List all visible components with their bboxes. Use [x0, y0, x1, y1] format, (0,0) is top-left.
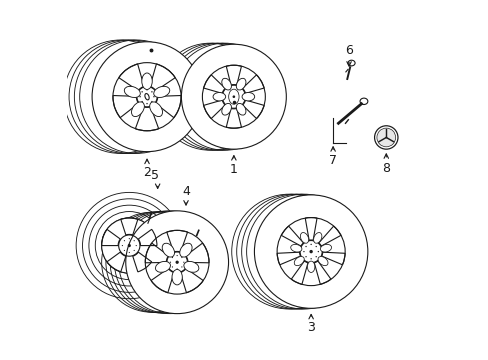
Circle shape — [141, 101, 142, 102]
Ellipse shape — [149, 102, 162, 117]
Ellipse shape — [213, 93, 225, 101]
Ellipse shape — [142, 73, 152, 90]
Circle shape — [127, 244, 131, 247]
Circle shape — [175, 261, 179, 264]
Circle shape — [254, 195, 367, 308]
Circle shape — [133, 250, 135, 251]
Circle shape — [102, 218, 157, 273]
Ellipse shape — [155, 261, 170, 272]
Circle shape — [146, 89, 147, 90]
Circle shape — [139, 96, 141, 98]
Circle shape — [317, 251, 318, 252]
Circle shape — [309, 250, 312, 253]
Circle shape — [305, 256, 306, 257]
Ellipse shape — [124, 86, 140, 98]
Ellipse shape — [131, 102, 144, 117]
Circle shape — [146, 103, 147, 104]
Text: 8: 8 — [382, 162, 389, 175]
Ellipse shape — [307, 261, 314, 273]
Ellipse shape — [317, 257, 327, 266]
Ellipse shape — [180, 243, 192, 257]
Text: 2: 2 — [143, 166, 151, 179]
Ellipse shape — [236, 103, 245, 115]
Ellipse shape — [183, 261, 199, 272]
Circle shape — [303, 251, 304, 252]
Ellipse shape — [290, 244, 301, 252]
Circle shape — [181, 257, 182, 258]
Ellipse shape — [153, 86, 169, 98]
Ellipse shape — [222, 78, 231, 90]
Circle shape — [183, 262, 184, 263]
Circle shape — [125, 211, 228, 314]
Circle shape — [232, 95, 235, 98]
Circle shape — [310, 244, 311, 245]
Circle shape — [151, 101, 152, 102]
Circle shape — [123, 240, 125, 241]
Ellipse shape — [172, 269, 182, 285]
Ellipse shape — [300, 233, 308, 243]
Circle shape — [176, 268, 178, 270]
Text: 3: 3 — [306, 321, 314, 334]
Ellipse shape — [320, 244, 331, 252]
Circle shape — [92, 42, 202, 152]
Circle shape — [176, 255, 178, 256]
Ellipse shape — [162, 243, 174, 257]
Ellipse shape — [236, 78, 245, 90]
Ellipse shape — [294, 257, 304, 266]
Circle shape — [169, 262, 171, 263]
Circle shape — [135, 245, 137, 246]
Circle shape — [315, 246, 316, 247]
Text: 4: 4 — [182, 185, 189, 198]
Circle shape — [141, 91, 142, 93]
Ellipse shape — [242, 93, 254, 101]
Circle shape — [310, 258, 311, 260]
Circle shape — [128, 252, 130, 253]
Ellipse shape — [313, 233, 321, 243]
Circle shape — [376, 128, 395, 147]
Circle shape — [128, 238, 130, 239]
Circle shape — [181, 266, 182, 267]
Circle shape — [123, 250, 125, 251]
Circle shape — [171, 266, 173, 267]
Circle shape — [315, 256, 316, 257]
Circle shape — [133, 240, 135, 241]
Circle shape — [181, 44, 286, 149]
Text: 7: 7 — [328, 154, 336, 167]
Circle shape — [305, 246, 306, 247]
Circle shape — [151, 91, 152, 93]
Circle shape — [171, 257, 173, 258]
Ellipse shape — [222, 103, 231, 115]
Text: 1: 1 — [229, 163, 237, 176]
Text: 6: 6 — [345, 44, 352, 57]
Circle shape — [153, 96, 154, 98]
Text: 5: 5 — [151, 169, 159, 182]
